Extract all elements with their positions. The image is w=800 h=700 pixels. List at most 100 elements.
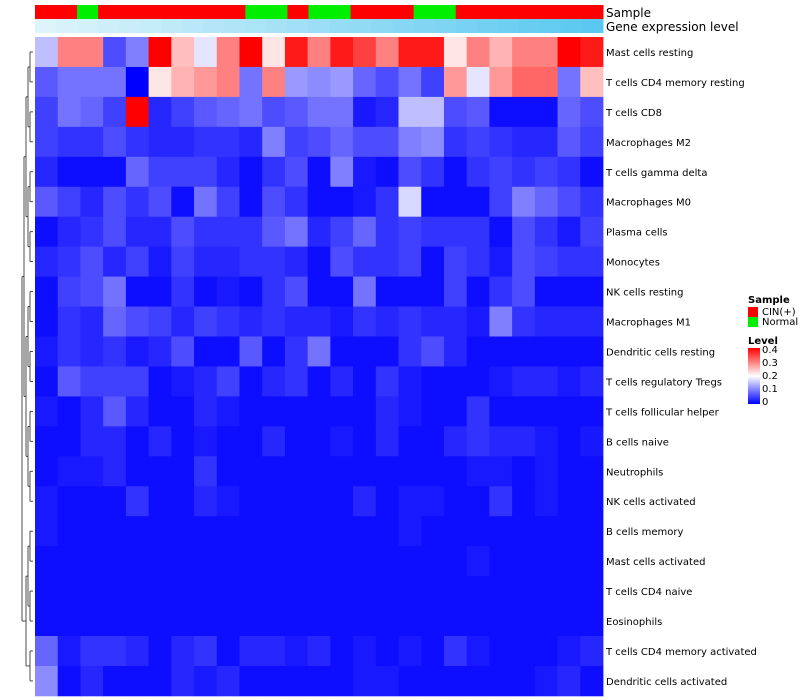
heatmap-cell [466,396,490,427]
heatmap-cell [398,37,422,68]
heatmap-cell [103,396,127,427]
heatmap-cell [375,246,399,277]
heatmap-cell [489,396,513,427]
heatmap-cell [57,516,81,547]
expression-annotation-cell [371,19,394,33]
heatmap-cell [80,156,104,188]
heatmap-cell [216,186,240,218]
heatmap-cell [353,426,377,457]
heatmap-cell [512,216,536,248]
heatmap-cell [148,366,172,397]
heatmap-cell [125,186,149,218]
heatmap-cell [580,156,604,188]
heatmap-cell [239,37,263,68]
expression-annotation-cell [434,19,457,33]
heatmap-cell [489,186,513,218]
heatmap-cell [284,606,309,637]
sample-annotation-cell [560,5,583,19]
heatmap-cell [398,366,422,397]
heatmap-cell [421,486,445,517]
heatmap-cell [421,576,445,607]
heatmap-cell [239,665,263,697]
heatmap-cell [284,216,309,248]
heatmap-cell [194,576,218,607]
heatmap-cell [398,486,422,517]
heatmap-cell [557,456,581,487]
heatmap-cell [466,366,490,397]
heatmap-cell [125,636,149,667]
heatmap-cell [580,306,604,337]
heatmap-cell [375,456,399,487]
heatmap-cell [194,636,218,667]
heatmap-cell [512,246,536,277]
heatmap-cell [375,336,399,367]
heatmap-cell [443,636,468,667]
heatmap-cell [239,546,263,577]
heatmap-cell [35,306,59,337]
heatmap-cell [262,606,286,637]
heatmap-cell [262,636,286,667]
heatmap-cell [353,636,377,667]
heatmap-cell [580,606,604,637]
heatmap-cell [443,396,468,427]
heatmap-cell [557,366,581,397]
heatmap-cell [443,186,468,218]
heatmap-cell [534,396,558,427]
heatmap-cell [57,186,81,218]
heatmap-cell [307,456,331,487]
heatmap-cell [466,156,490,188]
heatmap-cell [398,186,422,218]
heatmap-cell [35,546,59,577]
heatmap-cell [148,156,172,188]
sample-annotation-cell [161,5,183,19]
heatmap-cell [35,126,59,158]
heatmap-cell [466,336,490,367]
heatmap-cell [534,246,558,277]
heatmap-cell [148,396,172,427]
expression-annotation-cell [455,19,478,33]
heatmap-cell [421,426,445,457]
heatmap-cell [171,37,195,68]
heatmap-cell [148,246,172,277]
heatmap-cell [580,186,604,218]
heatmap-cell [466,516,490,547]
heatmap-cell [125,66,149,98]
heatmap-cell [307,216,331,248]
heatmap-cell [330,96,354,128]
expression-annotation-cell [287,19,309,33]
heatmap-cell [80,546,104,577]
heatmap-cell [125,336,149,367]
heatmap-cell [489,366,513,397]
heatmap-cell [330,66,354,98]
heatmap-cell [580,96,604,128]
sample-annotation-cell [77,5,99,19]
heatmap-cell [239,306,263,337]
heatmap-cell [57,486,81,517]
heatmap-cell [512,606,536,637]
heatmap-cell [330,306,354,337]
heatmap-cell [35,336,59,367]
heatmap-cell [534,96,558,128]
heatmap-cell [262,426,286,457]
heatmap-cell [284,306,309,337]
heatmap-cell [375,486,399,517]
heatmap-cell [489,606,513,637]
heatmap-cell [284,66,309,98]
heatmap-cell [557,246,581,277]
heatmap-cell [148,606,172,637]
sample-annotation-cell [476,5,499,19]
heatmap-cell [125,246,149,277]
heatmap-cell [466,306,490,337]
heatmap-cell [512,576,536,607]
row-label: B cells naive [606,437,669,448]
heatmap-cell [557,156,581,188]
heatmap-cell [262,186,286,218]
heatmap-cell [262,576,286,607]
heatmap-cell [262,306,286,337]
heatmap-cell [443,665,468,697]
heatmap-cell [557,66,581,98]
heatmap-cell [534,156,558,188]
heatmap-cell [57,156,81,188]
heatmap-cell [262,486,286,517]
heatmap-cell [216,66,240,98]
